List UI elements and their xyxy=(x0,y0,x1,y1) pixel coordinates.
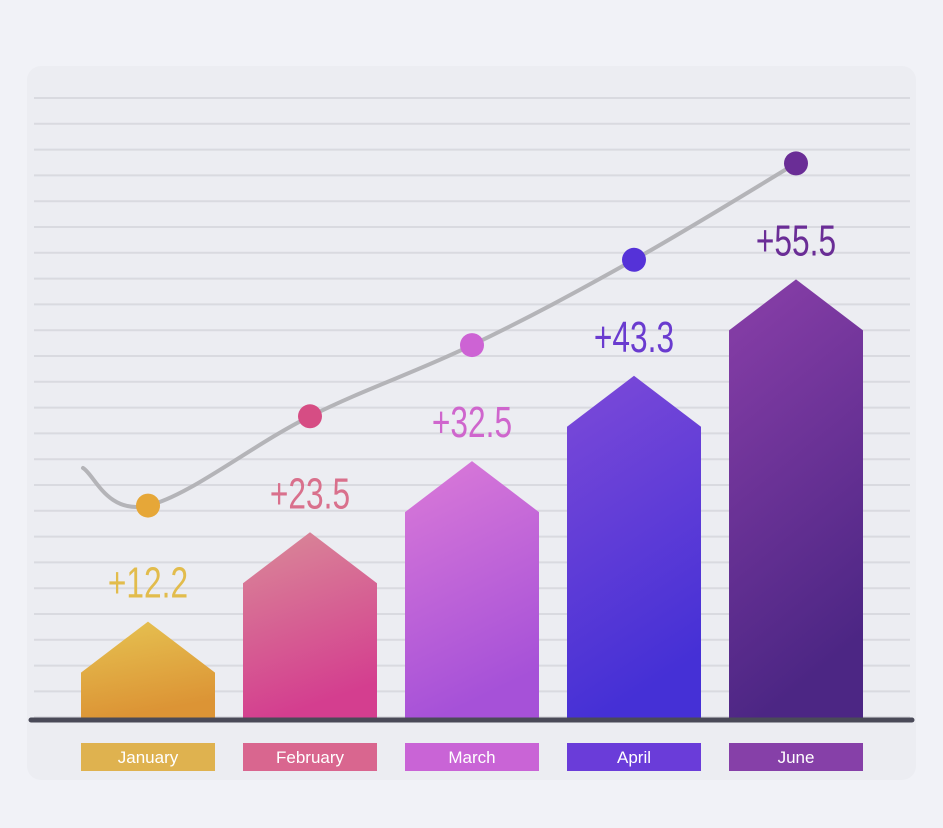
bar-april xyxy=(567,375,701,718)
value-label: +23.5 xyxy=(270,469,350,518)
category-label: April xyxy=(617,748,651,767)
category-label-box xyxy=(405,743,539,771)
category-label-box xyxy=(81,743,215,771)
trend-point xyxy=(784,151,808,176)
value-label: +43.3 xyxy=(594,313,674,362)
value-labels: +12.2 +23.5 +32.5 +43.3 +55.5 xyxy=(108,216,836,608)
category-label: January xyxy=(118,748,179,767)
trend-points xyxy=(136,151,808,518)
bar-january xyxy=(81,621,215,718)
bar-february xyxy=(243,532,377,718)
bars xyxy=(81,279,863,718)
bar-march xyxy=(405,461,539,718)
category-label: June xyxy=(778,748,815,767)
value-label: +55.5 xyxy=(756,216,836,265)
value-label: +32.5 xyxy=(432,398,512,447)
category-label-box xyxy=(243,743,377,771)
value-label: +12.2 xyxy=(108,559,188,608)
trend-point xyxy=(460,333,484,358)
trend-point xyxy=(622,247,646,272)
trend-point xyxy=(136,493,160,518)
category-label-box xyxy=(567,743,701,771)
bar-june xyxy=(729,279,863,718)
category-labels: January February March April June xyxy=(81,743,863,771)
category-label: March xyxy=(448,748,495,767)
category-label: February xyxy=(276,748,345,767)
trend-point xyxy=(298,404,322,429)
category-label-box xyxy=(729,743,863,771)
